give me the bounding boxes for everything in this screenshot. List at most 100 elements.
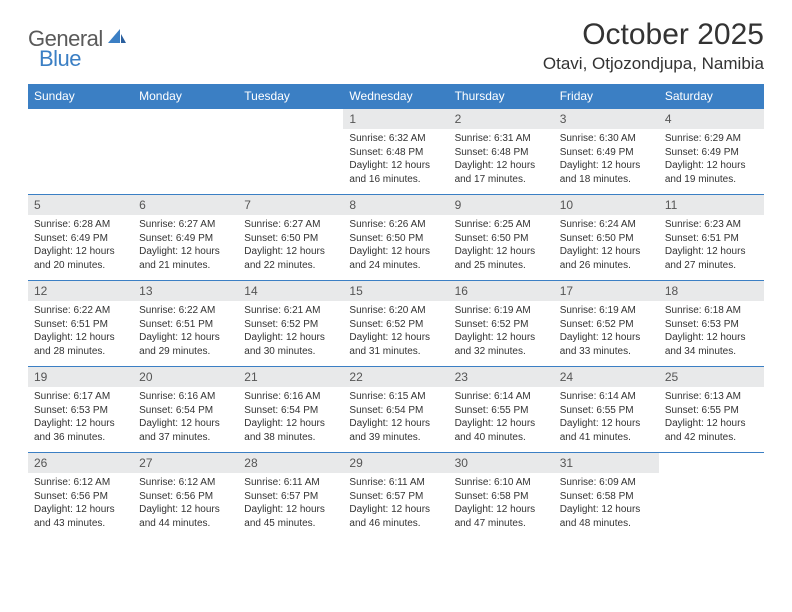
day-number: 16 <box>449 281 554 301</box>
day-cell: 5Sunrise: 6:28 AMSunset: 6:49 PMDaylight… <box>28 195 133 281</box>
day-number: 3 <box>554 109 659 129</box>
month-title: October 2025 <box>543 18 764 52</box>
day-body: Sunrise: 6:14 AMSunset: 6:55 PMDaylight:… <box>554 387 659 446</box>
day-number: 14 <box>238 281 343 301</box>
dayheader-tuesday: Tuesday <box>238 84 343 109</box>
day-body: Sunrise: 6:16 AMSunset: 6:54 PMDaylight:… <box>238 387 343 446</box>
day-cell: 17Sunrise: 6:19 AMSunset: 6:52 PMDayligh… <box>554 281 659 367</box>
day-number: 17 <box>554 281 659 301</box>
day-cell: 14Sunrise: 6:21 AMSunset: 6:52 PMDayligh… <box>238 281 343 367</box>
day-number: 19 <box>28 367 133 387</box>
day-cell: 28Sunrise: 6:11 AMSunset: 6:57 PMDayligh… <box>238 453 343 539</box>
day-body: Sunrise: 6:10 AMSunset: 6:58 PMDaylight:… <box>449 473 554 532</box>
dayheader-row: Sunday Monday Tuesday Wednesday Thursday… <box>28 84 764 109</box>
day-cell: 15Sunrise: 6:20 AMSunset: 6:52 PMDayligh… <box>343 281 448 367</box>
calendar-table: Sunday Monday Tuesday Wednesday Thursday… <box>28 84 764 539</box>
day-body: Sunrise: 6:29 AMSunset: 6:49 PMDaylight:… <box>659 129 764 188</box>
day-body: Sunrise: 6:19 AMSunset: 6:52 PMDaylight:… <box>554 301 659 360</box>
day-number: 12 <box>28 281 133 301</box>
day-number: 8 <box>343 195 448 215</box>
day-cell: 3Sunrise: 6:30 AMSunset: 6:49 PMDaylight… <box>554 109 659 195</box>
day-body: Sunrise: 6:12 AMSunset: 6:56 PMDaylight:… <box>133 473 238 532</box>
day-body: Sunrise: 6:16 AMSunset: 6:54 PMDaylight:… <box>133 387 238 446</box>
day-body: Sunrise: 6:28 AMSunset: 6:49 PMDaylight:… <box>28 215 133 274</box>
day-number: 29 <box>343 453 448 473</box>
day-number: 1 <box>343 109 448 129</box>
day-body: Sunrise: 6:11 AMSunset: 6:57 PMDaylight:… <box>343 473 448 532</box>
day-number: 26 <box>28 453 133 473</box>
day-body: Sunrise: 6:22 AMSunset: 6:51 PMDaylight:… <box>28 301 133 360</box>
day-body: Sunrise: 6:27 AMSunset: 6:49 PMDaylight:… <box>133 215 238 274</box>
day-number: 7 <box>238 195 343 215</box>
day-cell: 20Sunrise: 6:16 AMSunset: 6:54 PMDayligh… <box>133 367 238 453</box>
day-number: 24 <box>554 367 659 387</box>
day-body: Sunrise: 6:17 AMSunset: 6:53 PMDaylight:… <box>28 387 133 446</box>
week-row: 12Sunrise: 6:22 AMSunset: 6:51 PMDayligh… <box>28 281 764 367</box>
day-number: 15 <box>343 281 448 301</box>
day-body: Sunrise: 6:09 AMSunset: 6:58 PMDaylight:… <box>554 473 659 532</box>
day-cell: 9Sunrise: 6:25 AMSunset: 6:50 PMDaylight… <box>449 195 554 281</box>
day-number: 25 <box>659 367 764 387</box>
day-cell: 21Sunrise: 6:16 AMSunset: 6:54 PMDayligh… <box>238 367 343 453</box>
dayheader-monday: Monday <box>133 84 238 109</box>
day-cell <box>659 453 764 539</box>
day-cell: 19Sunrise: 6:17 AMSunset: 6:53 PMDayligh… <box>28 367 133 453</box>
day-body: Sunrise: 6:26 AMSunset: 6:50 PMDaylight:… <box>343 215 448 274</box>
empty-day <box>659 453 764 472</box>
day-cell: 27Sunrise: 6:12 AMSunset: 6:56 PMDayligh… <box>133 453 238 539</box>
day-cell: 29Sunrise: 6:11 AMSunset: 6:57 PMDayligh… <box>343 453 448 539</box>
week-row: 26Sunrise: 6:12 AMSunset: 6:56 PMDayligh… <box>28 453 764 539</box>
day-body: Sunrise: 6:18 AMSunset: 6:53 PMDaylight:… <box>659 301 764 360</box>
week-row: 1Sunrise: 6:32 AMSunset: 6:48 PMDaylight… <box>28 109 764 195</box>
day-number: 22 <box>343 367 448 387</box>
empty-day <box>28 109 133 128</box>
day-number: 4 <box>659 109 764 129</box>
day-body: Sunrise: 6:20 AMSunset: 6:52 PMDaylight:… <box>343 301 448 360</box>
day-number: 9 <box>449 195 554 215</box>
calendar-body: 1Sunrise: 6:32 AMSunset: 6:48 PMDaylight… <box>28 109 764 539</box>
day-body: Sunrise: 6:19 AMSunset: 6:52 PMDaylight:… <box>449 301 554 360</box>
day-cell: 1Sunrise: 6:32 AMSunset: 6:48 PMDaylight… <box>343 109 448 195</box>
day-cell: 8Sunrise: 6:26 AMSunset: 6:50 PMDaylight… <box>343 195 448 281</box>
day-cell <box>133 109 238 195</box>
calendar-page: General October 2025 Otavi, Otjozondjupa… <box>0 0 792 557</box>
day-number: 6 <box>133 195 238 215</box>
day-body: Sunrise: 6:23 AMSunset: 6:51 PMDaylight:… <box>659 215 764 274</box>
day-cell: 30Sunrise: 6:10 AMSunset: 6:58 PMDayligh… <box>449 453 554 539</box>
dayheader-saturday: Saturday <box>659 84 764 109</box>
day-number: 18 <box>659 281 764 301</box>
day-cell: 2Sunrise: 6:31 AMSunset: 6:48 PMDaylight… <box>449 109 554 195</box>
day-number: 2 <box>449 109 554 129</box>
day-cell: 13Sunrise: 6:22 AMSunset: 6:51 PMDayligh… <box>133 281 238 367</box>
empty-day <box>133 109 238 128</box>
day-number: 28 <box>238 453 343 473</box>
day-cell: 11Sunrise: 6:23 AMSunset: 6:51 PMDayligh… <box>659 195 764 281</box>
day-cell: 6Sunrise: 6:27 AMSunset: 6:49 PMDaylight… <box>133 195 238 281</box>
day-number: 27 <box>133 453 238 473</box>
day-body: Sunrise: 6:15 AMSunset: 6:54 PMDaylight:… <box>343 387 448 446</box>
day-number: 10 <box>554 195 659 215</box>
day-number: 13 <box>133 281 238 301</box>
day-body: Sunrise: 6:24 AMSunset: 6:50 PMDaylight:… <box>554 215 659 274</box>
day-cell: 26Sunrise: 6:12 AMSunset: 6:56 PMDayligh… <box>28 453 133 539</box>
day-cell <box>238 109 343 195</box>
day-cell: 16Sunrise: 6:19 AMSunset: 6:52 PMDayligh… <box>449 281 554 367</box>
day-number: 21 <box>238 367 343 387</box>
day-body: Sunrise: 6:32 AMSunset: 6:48 PMDaylight:… <box>343 129 448 188</box>
title-block: October 2025 Otavi, Otjozondjupa, Namibi… <box>543 18 764 74</box>
day-cell: 4Sunrise: 6:29 AMSunset: 6:49 PMDaylight… <box>659 109 764 195</box>
day-number: 5 <box>28 195 133 215</box>
day-number: 23 <box>449 367 554 387</box>
day-cell: 7Sunrise: 6:27 AMSunset: 6:50 PMDaylight… <box>238 195 343 281</box>
day-cell: 18Sunrise: 6:18 AMSunset: 6:53 PMDayligh… <box>659 281 764 367</box>
day-body: Sunrise: 6:14 AMSunset: 6:55 PMDaylight:… <box>449 387 554 446</box>
empty-day <box>238 109 343 128</box>
day-cell: 10Sunrise: 6:24 AMSunset: 6:50 PMDayligh… <box>554 195 659 281</box>
day-body: Sunrise: 6:13 AMSunset: 6:55 PMDaylight:… <box>659 387 764 446</box>
day-body: Sunrise: 6:30 AMSunset: 6:49 PMDaylight:… <box>554 129 659 188</box>
day-cell: 22Sunrise: 6:15 AMSunset: 6:54 PMDayligh… <box>343 367 448 453</box>
dayheader-friday: Friday <box>554 84 659 109</box>
week-row: 19Sunrise: 6:17 AMSunset: 6:53 PMDayligh… <box>28 367 764 453</box>
day-cell <box>28 109 133 195</box>
day-body: Sunrise: 6:22 AMSunset: 6:51 PMDaylight:… <box>133 301 238 360</box>
